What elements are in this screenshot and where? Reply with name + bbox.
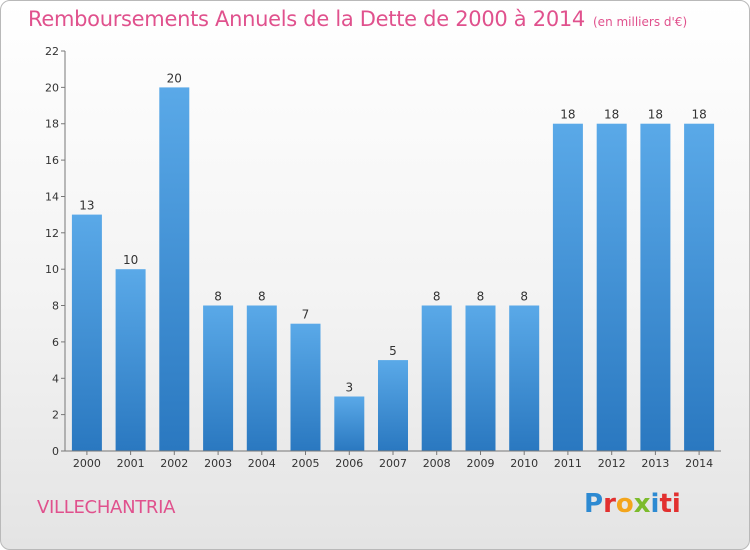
bar-2013 bbox=[640, 123, 671, 451]
logo-letter: i bbox=[650, 489, 660, 519]
y-tick-label-22: 22 bbox=[45, 45, 59, 58]
y-tick-label-20: 20 bbox=[45, 81, 59, 94]
data-label-2013: 18 bbox=[648, 108, 663, 122]
y-tick-label-6: 6 bbox=[52, 336, 59, 349]
data-label-2006: 3 bbox=[345, 381, 353, 395]
axes-group bbox=[61, 50, 721, 455]
data-label-2012: 18 bbox=[604, 108, 619, 122]
data-label-2008: 8 bbox=[433, 290, 441, 304]
bar-2000 bbox=[71, 214, 102, 451]
y-tick-label-18: 18 bbox=[45, 118, 59, 131]
x-tick-label-2004: 2004 bbox=[248, 457, 276, 470]
data-label-2003: 8 bbox=[214, 290, 222, 304]
bar-2002 bbox=[159, 87, 190, 452]
data-label-2011: 18 bbox=[560, 108, 575, 122]
logo-letter: o bbox=[615, 489, 634, 519]
y-tick-label-2: 2 bbox=[52, 409, 59, 422]
x-tick-label-2000: 2000 bbox=[73, 457, 101, 470]
y-tick-label-16: 16 bbox=[45, 154, 59, 167]
x-tick-label-2014: 2014 bbox=[685, 457, 713, 470]
y-tick-label-10: 10 bbox=[45, 263, 59, 276]
labels-group: 1320001020012020028200382004720053200652… bbox=[45, 45, 713, 470]
x-tick-label-2005: 2005 bbox=[292, 457, 320, 470]
data-label-2005: 7 bbox=[302, 308, 310, 322]
city-name: VILLECHANTRIA bbox=[37, 497, 176, 518]
bar-2007 bbox=[378, 360, 408, 451]
bars-group bbox=[71, 87, 715, 452]
x-tick-label-2011: 2011 bbox=[554, 457, 582, 470]
bar-2014 bbox=[684, 123, 715, 451]
x-tick-label-2009: 2009 bbox=[467, 457, 495, 470]
data-label-2007: 5 bbox=[389, 344, 397, 358]
bar-2005 bbox=[290, 323, 321, 451]
bar-2011 bbox=[552, 123, 583, 451]
y-tick-label-8: 8 bbox=[52, 300, 59, 313]
logo-letter: P bbox=[584, 489, 604, 519]
x-tick-label-2003: 2003 bbox=[204, 457, 232, 470]
x-tick-label-2012: 2012 bbox=[598, 457, 626, 470]
data-label-2010: 8 bbox=[520, 290, 528, 304]
bar-2003 bbox=[203, 305, 234, 451]
data-label-2014: 18 bbox=[691, 108, 706, 122]
y-tick-label-4: 4 bbox=[52, 372, 59, 385]
bar-2008 bbox=[421, 305, 452, 451]
bar-2012 bbox=[596, 123, 627, 451]
bar-2001 bbox=[115, 269, 146, 451]
chart-unit-label: (en milliers d'€) bbox=[593, 15, 688, 29]
x-tick-label-2002: 2002 bbox=[160, 457, 188, 470]
data-label-2001: 10 bbox=[123, 253, 138, 267]
y-tick-label-0: 0 bbox=[52, 445, 59, 458]
x-tick-label-2010: 2010 bbox=[510, 457, 538, 470]
data-label-2002: 20 bbox=[167, 71, 182, 85]
logo-letter: ti bbox=[659, 489, 681, 519]
y-tick-label-12: 12 bbox=[45, 227, 59, 240]
data-label-2000: 13 bbox=[79, 199, 94, 213]
x-tick-label-2013: 2013 bbox=[641, 457, 669, 470]
x-tick-label-2008: 2008 bbox=[423, 457, 451, 470]
x-tick-label-2006: 2006 bbox=[335, 457, 363, 470]
bar-2006 bbox=[334, 396, 365, 451]
chart-title: Remboursements Annuels de la Dette de 20… bbox=[28, 7, 585, 31]
data-label-2004: 8 bbox=[258, 290, 266, 304]
proxiti-logo[interactable]: Proxiti bbox=[584, 489, 681, 519]
y-tick-label-14: 14 bbox=[45, 191, 59, 204]
chart-title-line: Remboursements Annuels de la Dette de 20… bbox=[28, 7, 687, 31]
x-tick-label-2007: 2007 bbox=[379, 457, 407, 470]
logo-letter: r bbox=[603, 489, 616, 519]
bar-2009 bbox=[465, 305, 496, 451]
bar-2010 bbox=[509, 305, 540, 451]
logo-letter: x bbox=[633, 489, 651, 519]
data-label-2009: 8 bbox=[477, 290, 485, 304]
x-tick-label-2001: 2001 bbox=[117, 457, 145, 470]
bar-2004 bbox=[246, 305, 277, 451]
